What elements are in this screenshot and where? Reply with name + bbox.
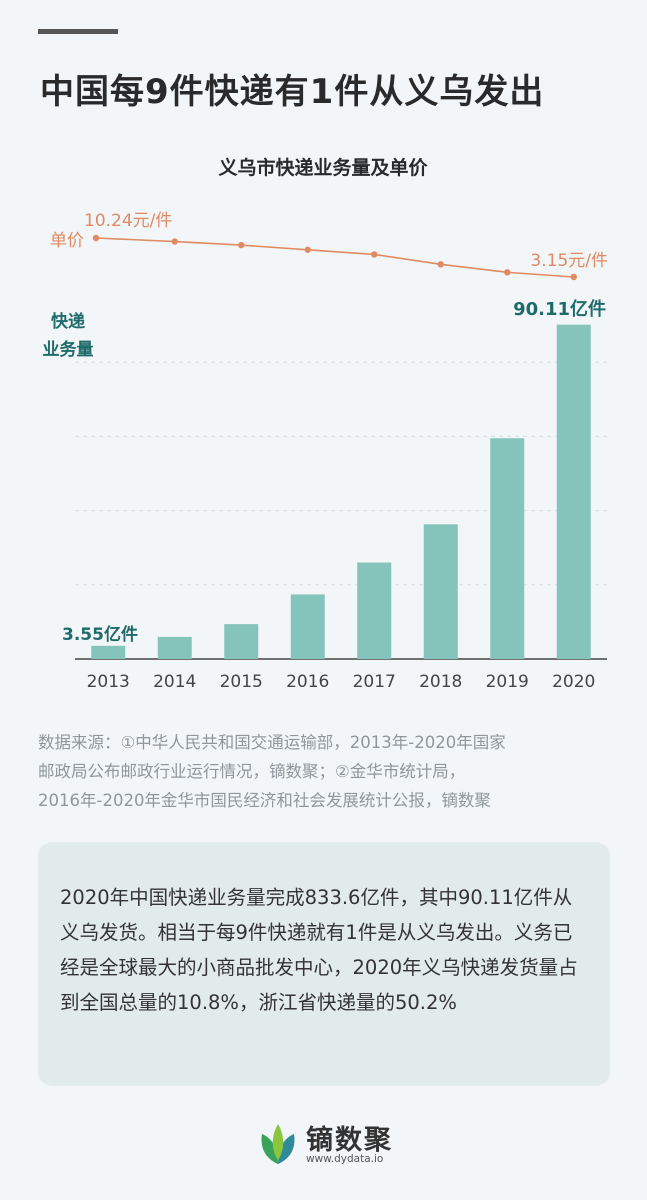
x-tick-label: 2017 [353,672,396,692]
brand-name: 镝数聚 [306,1125,393,1156]
top-decorative-bar [38,29,118,34]
x-tick-label: 2013 [87,672,130,692]
bar [490,438,525,659]
bar [157,636,192,659]
price-point [171,238,178,245]
price-point [570,273,577,281]
volume-axis-label: 业务量 [43,339,94,360]
price-label-2020: 3.15元/件 [530,251,608,271]
source-line: 2016年-2020年金华市国民经济和社会发展统计公报，镝数聚 [38,791,491,810]
bar [224,624,259,659]
bar [556,324,591,659]
x-tick-label: 2014 [153,672,196,692]
brand: 镝数聚 www.dydata.io [258,1118,418,1168]
chart: 义乌市快递业务量及单价 2013 2014 2015 2016 2017 2018 2019… [43,156,609,692]
bar-value-label-2020: 90.11亿件 [513,298,606,320]
bar-value-label-2013: 3.55亿件 [62,624,138,645]
price-point [504,269,511,276]
source-line: 数据来源：①中华人民共和国交通运输部，2013年-2020年国家 [38,733,506,752]
price-line [95,237,574,278]
line-series [92,234,577,281]
chart-grid [75,361,607,660]
price-label-2013: 10.24元/件 [84,211,172,231]
bar [91,645,126,659]
price-axis-label: 单价 [50,231,84,251]
bar-series [91,324,591,659]
price-point [238,241,245,249]
x-tick-label: 2019 [486,672,529,692]
bar [423,524,458,659]
x-tick-label: 2016 [286,672,329,692]
x-tick-label: 2018 [419,672,462,692]
price-point [437,261,444,268]
data-source: 数据来源：①中华人民共和国交通运输部，2013年-2020年国家 邮政局公布邮政… [38,728,618,815]
summary-text: 2020年中国快递业务量完成833.6亿件，其中90.11亿件从义乌发货。相当于… [60,886,578,1014]
brand-url: www.dydata.io [306,1153,384,1165]
chart-title: 义乌市快递业务量及单价 [218,156,428,179]
bar [290,594,325,659]
chart-labels: 2013 2014 2015 2016 2017 2018 2019 2020 10.24元/件… [43,211,609,692]
x-tick-label: 2015 [220,672,263,692]
x-tick-label: 2020 [552,672,595,692]
page-title: 中国每9件快递有1件从义乌发出 [40,72,545,112]
price-point [371,251,378,258]
price-point [304,246,311,253]
volume-axis-label: 快递 [51,311,85,332]
leaf-logo-icon [261,1124,295,1164]
bar [357,562,392,659]
price-point [92,234,100,242]
summary-box: 2020年中国快递业务量完成833.6亿件，其中90.11亿件从义乌发货。相当于… [38,842,610,1086]
source-line: 邮政局公布邮政行业运行情况，镝数聚；②金华市统计局， [38,762,466,781]
